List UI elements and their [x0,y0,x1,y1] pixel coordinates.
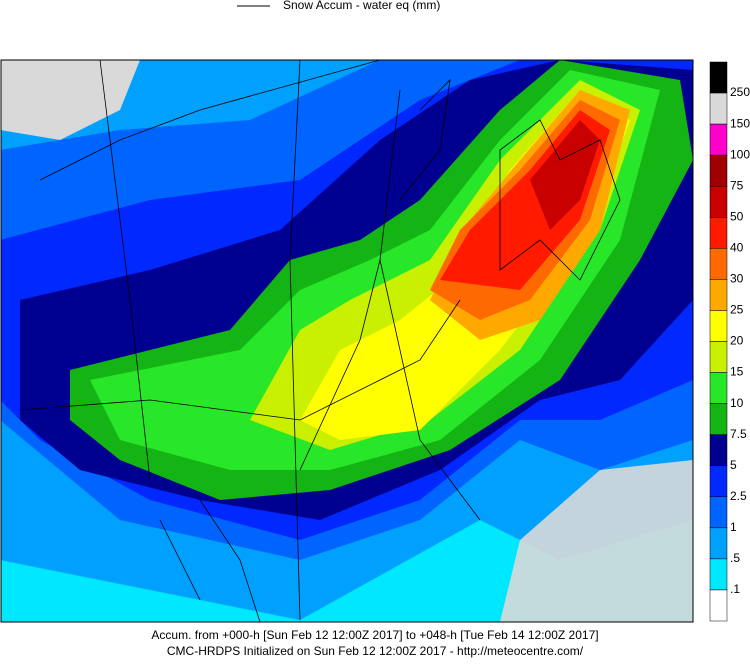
colorbar-swatch [709,496,728,529]
colorbar-label: 30 [730,272,744,286]
colorbar-swatch [709,527,728,560]
colorbar-swatch [709,403,728,435]
colorbar-swatch [709,558,728,591]
colorbar-swatch [709,185,728,218]
colorbar-swatch [709,217,728,249]
colorbar-label: 150 [730,116,750,130]
colorbar-swatch [709,465,728,498]
colorbar-swatch [709,248,728,280]
colorbar-label: 20 [730,334,744,348]
colorbar-label: 25 [730,303,744,317]
colorbar-swatch [709,92,728,125]
colorbar-label: 1 [730,520,737,534]
colorbar-label: 10 [730,396,744,410]
map [0,59,694,623]
colorbar-label: .5 [730,551,740,565]
colorbar: 250 150 100 75 50 40 30 25 20 15 10 7.5 5 2.5 1 .5 .1 [709,61,750,622]
colorbar-label: 40 [730,241,744,255]
colorbar-swatch [709,61,728,94]
legend-label: Snow Accum - water eq (mm) [283,0,440,12]
colorbar-swatch [709,589,728,622]
colorbar-label: 7.5 [730,427,747,441]
colorbar-swatch [709,372,728,404]
colorbar-swatch [709,279,728,311]
footer-line: CMC-HRDPS Initialized on Sun Feb 12 12:0… [167,644,584,658]
colorbar-swatch [709,341,728,373]
colorbar-label: 5 [730,458,737,472]
colorbar-swatch [709,154,728,187]
colorbar-label: 2.5 [730,489,747,503]
colorbar-label: 15 [730,365,744,379]
colorbar-swatch [709,434,728,466]
colorbar-label: 50 [730,209,744,223]
colorbar-label: .1 [730,582,740,596]
colorbar-label: 100 [730,147,750,161]
colorbar-label: 250 [730,85,750,99]
colorbar-swatch [709,123,728,156]
footer-line: Accum. from +000-h [Sun Feb 12 12:00Z 20… [151,628,598,642]
colorbar-swatch [709,310,728,342]
colorbar-label: 75 [730,178,744,192]
